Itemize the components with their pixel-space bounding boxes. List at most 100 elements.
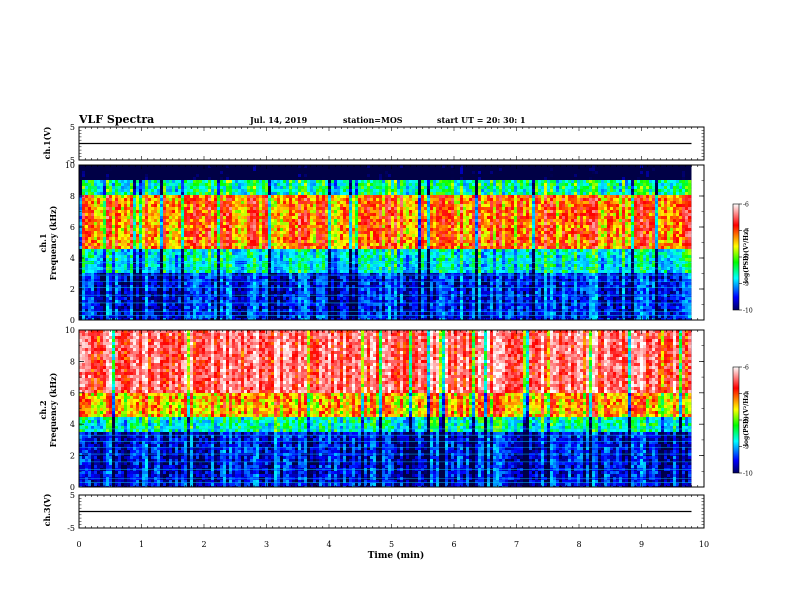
- ch1-spectrogram-cell: [322, 225, 325, 228]
- ch1-spectrogram-cell: [133, 192, 136, 195]
- ch1-spectrogram-cell: [190, 231, 193, 234]
- ch1-spectrogram-cell: [247, 276, 250, 279]
- ch1-spectrogram-cell: [85, 309, 88, 312]
- ch1-spectrogram-cell: [334, 228, 337, 231]
- ch1-spectrogram-cell: [247, 249, 250, 252]
- ch1-spectrogram-cell: [307, 192, 310, 195]
- ch1-spectrogram-cell: [352, 204, 355, 207]
- ch1-spectrogram-cell: [334, 189, 337, 192]
- ch1-spectrogram-cell: [295, 291, 298, 294]
- ch1-spectrogram-cell: [256, 285, 259, 288]
- ch1-spectrogram-cell: [346, 222, 349, 225]
- ch1-spectrogram-cell: [343, 249, 346, 252]
- ch1-spectrogram-cell: [340, 279, 343, 282]
- ch1-spectrogram-cell: [340, 186, 343, 189]
- ch1-spectrogram-cell: [337, 201, 340, 204]
- ch1-spectrogram-cell: [154, 183, 157, 186]
- ch1-spectrogram-cell: [148, 303, 151, 306]
- ch1-spectrogram-cell: [166, 264, 169, 267]
- ch1-spectrogram-cell: [205, 225, 208, 228]
- ch1-spectrogram-cell: [172, 228, 175, 231]
- ch1-spectrogram-cell: [145, 234, 148, 237]
- ch1-spectrogram-cell: [205, 237, 208, 240]
- ch1-spectrogram-cell: [172, 246, 175, 249]
- ch1-spectrogram-cell: [253, 312, 256, 315]
- ch1-spectrogram-cell: [160, 276, 163, 279]
- ch1-spectrogram-cell: [298, 303, 301, 306]
- ch1-spectrogram-cell: [139, 288, 142, 291]
- ch1-spectrogram-cell: [268, 252, 271, 255]
- ch1-spectrogram-cell: [145, 210, 148, 213]
- ch1-spectrogram-cell: [136, 204, 139, 207]
- ch1-spectrogram-cell: [271, 270, 274, 273]
- ch1-spectrogram-cell: [325, 219, 328, 222]
- ch1-spectrogram-cell: [307, 201, 310, 204]
- ch1-spectrogram-cell: [286, 291, 289, 294]
- ch1-spectrogram-cell: [241, 303, 244, 306]
- ch1-spectrogram-cell: [214, 240, 217, 243]
- ch1-spectrogram-cell: [133, 276, 136, 279]
- ch1-spectrogram-cell: [82, 282, 85, 285]
- ch1-spectrogram-cell: [334, 294, 337, 297]
- ch1-spectrogram-cell: [196, 192, 199, 195]
- ch1-spectrogram-cell: [280, 285, 283, 288]
- ch1-spectrogram-cell: [118, 183, 121, 186]
- ch1-spectrogram-cell: [295, 303, 298, 306]
- ch1-spectrogram-cell: [91, 312, 94, 315]
- ch1-spectrogram-cell: [82, 213, 85, 216]
- ch1-spectrogram-cell: [91, 249, 94, 252]
- ch1-spectrogram-cell: [115, 195, 118, 198]
- ch1-spectrogram-cell: [193, 207, 196, 210]
- ch1-spectrogram-cell: [307, 171, 310, 174]
- ch1-spectrogram-cell: [286, 294, 289, 297]
- ch1-spectrogram-cell: [343, 285, 346, 288]
- ch1-spectrogram-cell: [181, 291, 184, 294]
- ch1-spectrogram-cell: [247, 303, 250, 306]
- ch1-spectrogram-cell: [268, 258, 271, 261]
- ch1-spectrogram-cell: [205, 306, 208, 309]
- ch1-spectrogram-cell: [211, 228, 214, 231]
- ch1-spectrogram-cell: [325, 309, 328, 312]
- ch1-spectrogram-cell: [148, 231, 151, 234]
- ch1-spectrogram-cell: [142, 249, 145, 252]
- ch1-spectrogram-cell: [319, 186, 322, 189]
- ch1-spectrogram-cell: [106, 189, 109, 192]
- ch1-spectrogram-cell: [88, 177, 91, 180]
- ch1-spectrogram-cell: [316, 207, 319, 210]
- ch1-spectrogram-cell: [292, 306, 295, 309]
- ch1-spectrogram-cell: [229, 303, 232, 306]
- ch1-spectrogram-cell: [220, 189, 223, 192]
- ch1-spectrogram-cell: [313, 291, 316, 294]
- ch1-spectrogram-cell: [217, 168, 220, 171]
- ch1-spectrogram-cell: [85, 276, 88, 279]
- ch1-spectrogram-cell: [178, 297, 181, 300]
- ch1-spectrogram-cell: [292, 294, 295, 297]
- ch1-spectrogram-cell: [181, 210, 184, 213]
- ch1-spectrogram-cell: [211, 213, 214, 216]
- ch1-spectrogram-cell: [247, 225, 250, 228]
- ch1-spectrogram-cell: [88, 222, 91, 225]
- ch1-spectrogram-cell: [160, 186, 163, 189]
- ch1-spectrogram-cell: [106, 264, 109, 267]
- ch1-spectrogram-cell: [298, 213, 301, 216]
- ch1-spectrogram-cell: [223, 234, 226, 237]
- ch1-spectrogram-cell: [256, 255, 259, 258]
- ch1-spectrogram-cell: [193, 252, 196, 255]
- ch1-spectrogram-cell: [223, 294, 226, 297]
- ch1-spectrogram-cell: [223, 282, 226, 285]
- ch1-spectrogram-cell: [304, 276, 307, 279]
- ch1-spectrogram-cell: [319, 198, 322, 201]
- ch1-spectrogram-cell: [325, 192, 328, 195]
- ch1-spectrogram-cell: [250, 174, 253, 177]
- ch1-spectrogram-cell: [331, 219, 334, 222]
- ch1-spectrogram-cell: [202, 177, 205, 180]
- ch1-spectrogram-cell: [145, 171, 148, 174]
- ch1-spectrogram-cell: [280, 288, 283, 291]
- ch1-spectrogram-cell: [124, 276, 127, 279]
- ch1-spectrogram-cell: [271, 171, 274, 174]
- ch1-spectrogram-cell: [121, 252, 124, 255]
- ch1-spectrogram-cell: [277, 195, 280, 198]
- ch1-spectrogram-cell: [160, 273, 163, 276]
- ch1-spectrogram-cell: [322, 312, 325, 315]
- ch1-spectrogram-cell: [304, 297, 307, 300]
